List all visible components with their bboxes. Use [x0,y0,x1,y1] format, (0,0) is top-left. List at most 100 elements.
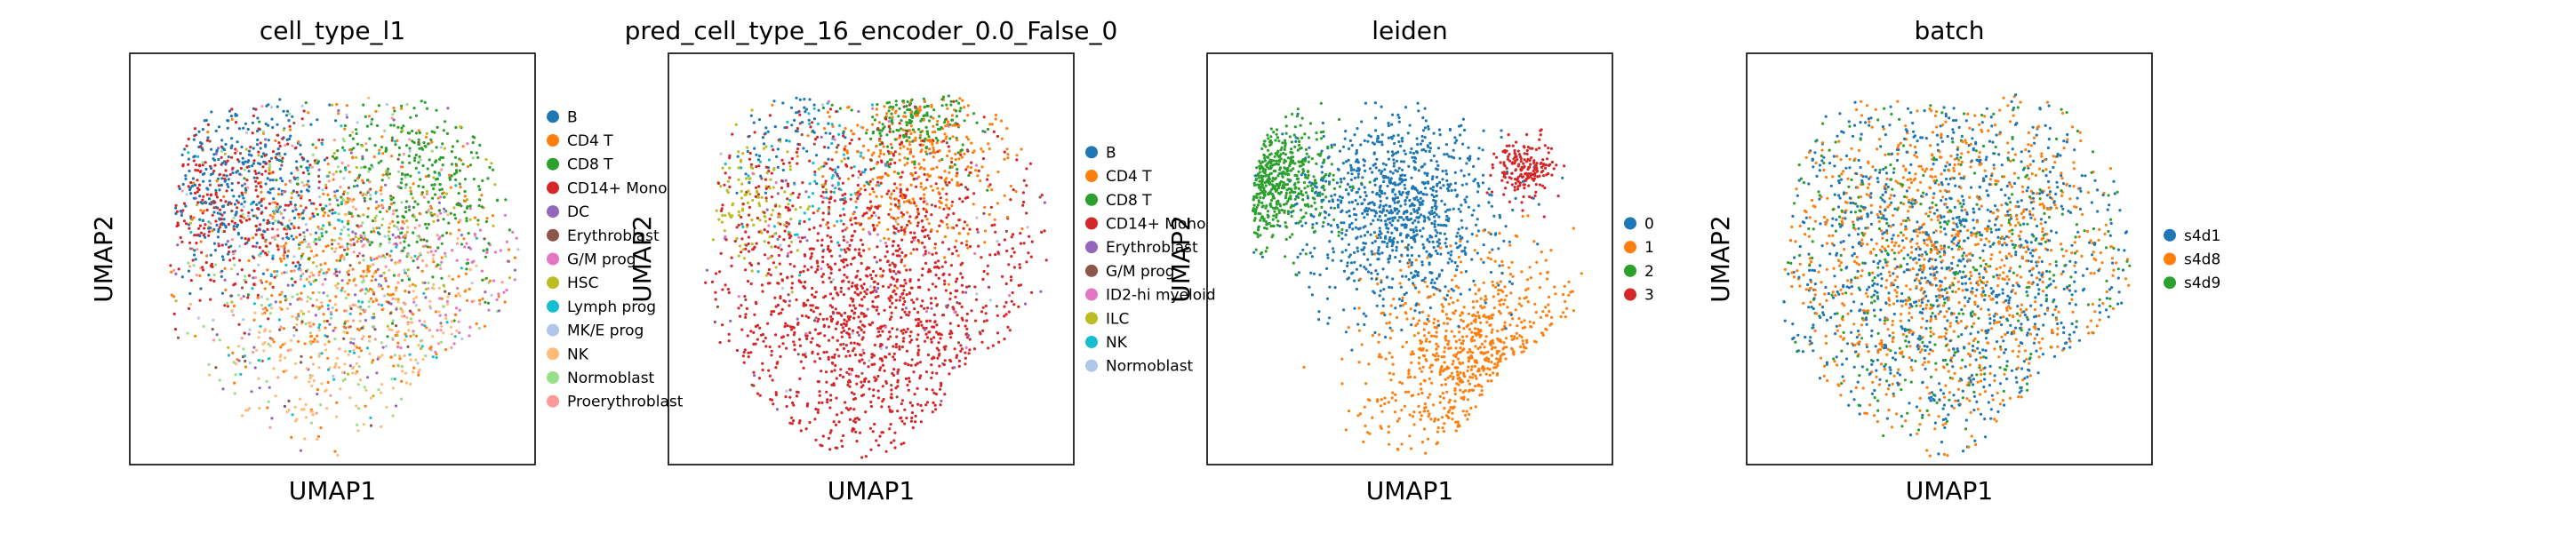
scatter-point [1511,317,1515,321]
scatter-point [234,121,238,124]
scatter-point [466,164,470,169]
scatter-point [1020,147,1023,151]
scatter-point [905,134,908,138]
scatter-point [309,202,314,205]
scatter-point [227,222,230,227]
scatter-point [460,204,463,208]
scatter-point [465,267,468,271]
scatter-point [205,139,209,142]
scatter-point [898,345,901,348]
scatter-point [438,297,442,300]
scatter-point [1022,200,1026,204]
scatter-point [318,323,322,327]
scatter-point [222,195,226,198]
scatter-point [1511,274,1515,278]
scatter-point [333,227,337,230]
scatter-point [837,132,841,136]
scatter-point [346,319,349,323]
scatter-point [413,200,417,203]
scatter-point [264,206,268,210]
scatter-point [248,361,252,365]
scatter-point [853,229,857,233]
scatter-point [801,236,804,240]
scatter-point [326,214,331,218]
scatter-point [959,272,963,275]
scatter-point [1388,313,1392,316]
scatter-point [497,295,500,298]
scatter-point [324,230,328,234]
scatter-point [824,370,828,374]
scatter-point [845,320,849,323]
scatter-point [884,346,889,349]
scatter-point [786,275,789,279]
scatter-point [960,347,964,351]
scatter-point [217,125,221,129]
scatter-point [359,307,363,311]
scatter-point [916,248,919,251]
scatter-point [289,134,292,138]
scatter-point [400,178,404,181]
scatter-point [996,251,1000,255]
scatter-point [465,298,469,302]
scatter-point [903,422,907,426]
scatter-point [816,352,820,356]
scatter-point [334,119,338,123]
scatter-point [267,139,270,142]
scatter-point [901,339,906,343]
scatter-point [314,231,318,235]
scatter-point [407,278,412,282]
scatter-point [380,274,383,278]
scatter-point [325,294,330,298]
scatter-point [307,243,310,246]
scatter-point [918,105,922,108]
scatter-point [900,119,903,123]
scatter-point [256,138,260,142]
scatter-point [240,145,244,149]
scatter-point [367,335,371,338]
scatter-point [860,261,863,266]
scatter-point [248,328,252,331]
scatter-point [894,103,899,107]
scatter-point [719,185,723,188]
scatter-point [392,201,396,204]
scatter-point [903,299,907,304]
scatter-point [813,179,817,183]
scatter-point [317,180,321,184]
scatter-point [283,227,286,231]
scatter-point [786,324,789,328]
scatter-point [278,257,283,260]
scatter-point [342,148,347,152]
scatter-point [940,384,943,387]
scatter-point [750,218,754,222]
scatter-point [418,131,421,135]
scatter-point [337,112,340,115]
scatter-point [383,256,387,259]
scatter-point [811,121,814,124]
scatter-point [902,328,906,331]
scatter-point [291,314,294,318]
scatter-point [735,348,740,353]
scatter-point [844,322,848,326]
scatter-point [784,205,788,209]
scatter-point [772,186,775,189]
scatter-point [912,370,916,374]
scatter-point [209,227,212,230]
scatter-point [860,328,863,331]
scatter-point [879,366,883,370]
scatter-point [511,230,515,234]
scatter-point [401,365,404,369]
scatter-point [845,227,849,230]
scatter-point [742,257,747,260]
scatter-point [839,219,843,223]
scatter-point [764,145,768,148]
scatter-point [279,221,283,225]
scatter-point [967,352,971,355]
scatter-point [314,339,317,343]
scatter-point [371,274,374,278]
legend-label: MK/E prog [567,322,644,340]
scatter-point [844,344,848,347]
scatter-point [928,152,932,155]
scatter-point [261,342,265,346]
scatter-point [333,303,337,306]
scatter-point [827,226,830,230]
